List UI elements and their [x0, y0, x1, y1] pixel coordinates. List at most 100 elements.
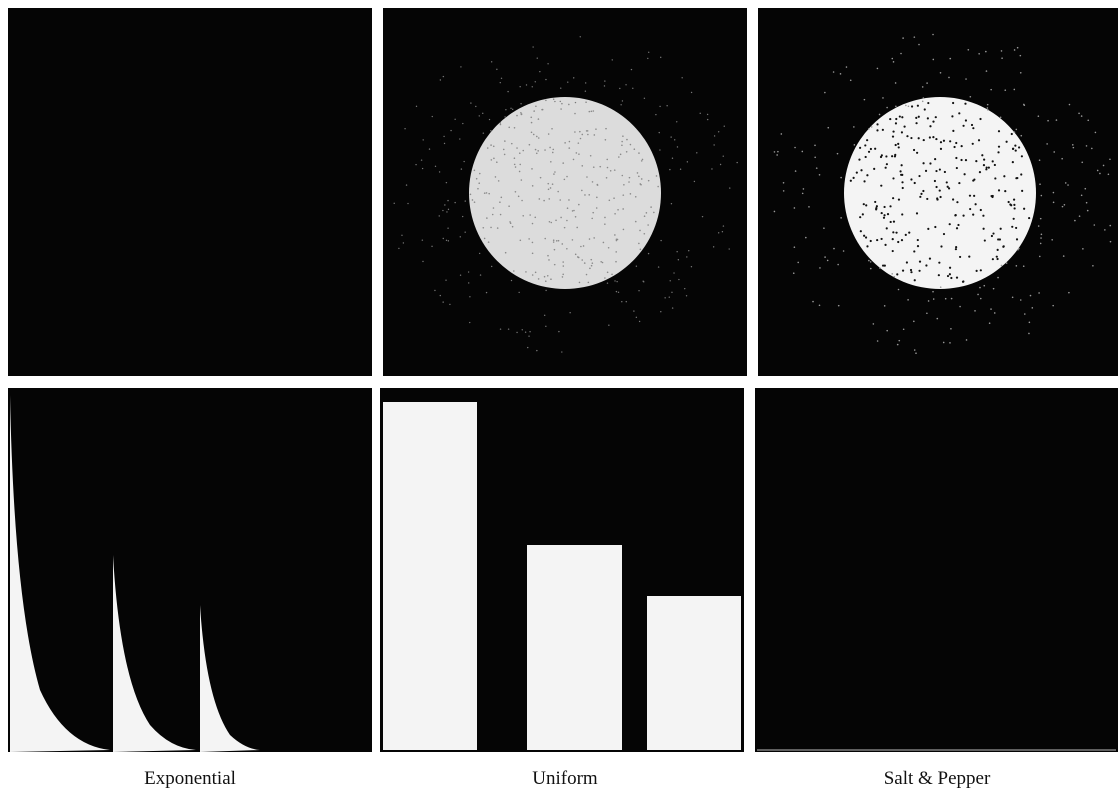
- noise-dot: [894, 153, 897, 156]
- noise-dot: [793, 246, 796, 248]
- noise-dot: [537, 278, 540, 280]
- noise-dot: [445, 239, 448, 242]
- noise-dot: [957, 223, 960, 227]
- noise-dot: [537, 118, 540, 120]
- noise-dot: [1040, 233, 1043, 236]
- noise-dot: [562, 261, 564, 263]
- noise-dot: [405, 184, 408, 186]
- noise-dot: [897, 142, 900, 146]
- noise-dot: [963, 173, 966, 176]
- noise-dot: [492, 145, 495, 148]
- noise-dot: [932, 58, 935, 61]
- noise-dot: [1084, 187, 1087, 190]
- noise-dot: [928, 136, 931, 139]
- noise-dot: [1109, 158, 1111, 161]
- noise-dot: [962, 124, 965, 127]
- noise-dot: [679, 168, 682, 170]
- noise-dot: [907, 105, 910, 108]
- noise-dot: [658, 131, 660, 134]
- noise-dot: [653, 211, 655, 214]
- noise-dot: [968, 255, 971, 258]
- noise-dot: [500, 196, 503, 199]
- noise-dot: [1092, 264, 1094, 267]
- noise-dot: [991, 258, 994, 261]
- noise-dot: [852, 176, 855, 179]
- noise-dot: [869, 261, 872, 263]
- noise-dot: [1020, 134, 1023, 137]
- noise-dot: [616, 280, 618, 283]
- noise-dot: [997, 276, 999, 279]
- noise-dot: [884, 166, 887, 169]
- noise-dot: [690, 91, 693, 94]
- noise-dot: [445, 181, 448, 184]
- noise-dot: [446, 211, 448, 213]
- noise-dot: [974, 310, 976, 312]
- noise-dot: [577, 256, 580, 259]
- noise-dot: [421, 167, 424, 170]
- noise-dot: [1040, 237, 1042, 239]
- noise-dot: [497, 180, 500, 182]
- noise-dot: [1109, 224, 1112, 227]
- noise-dot: [1013, 49, 1016, 51]
- noise-dot: [625, 84, 627, 86]
- noise-dot: [944, 297, 947, 300]
- noise-dot: [454, 201, 456, 204]
- noise-dot: [922, 97, 925, 99]
- noise-dot: [536, 57, 538, 59]
- noise-dot: [950, 276, 953, 280]
- noise-dot: [572, 158, 575, 161]
- noise-dot: [868, 128, 870, 130]
- noise-dot: [973, 194, 976, 197]
- noise-dot: [938, 189, 941, 192]
- noise-dot: [543, 314, 546, 317]
- noise-dot: [444, 204, 446, 206]
- noise-dot: [469, 296, 471, 298]
- noise-dot: [903, 125, 906, 128]
- noise-dot: [1109, 240, 1112, 243]
- noise-dot: [552, 148, 555, 151]
- noise-dot: [880, 211, 883, 215]
- noise-dot: [699, 112, 701, 115]
- noise-dot: [900, 164, 903, 167]
- noise-dot: [713, 135, 716, 137]
- noise-dot: [802, 188, 805, 190]
- noise-dot: [666, 105, 668, 107]
- noise-dot: [891, 135, 895, 138]
- noise-dot: [537, 150, 539, 152]
- noise-dot: [952, 129, 955, 132]
- noise-dot: [586, 130, 589, 132]
- noise-dot: [992, 232, 995, 235]
- noise-dot: [442, 301, 444, 303]
- noise-dot: [587, 281, 590, 284]
- noise-dot: [875, 205, 878, 208]
- noise-dot: [519, 163, 522, 166]
- noise-dot: [535, 135, 538, 138]
- noise-dot: [901, 269, 905, 272]
- noise-dot: [913, 349, 916, 351]
- noise-dot: [468, 282, 470, 284]
- noise-dot: [590, 264, 593, 267]
- noise-dot: [979, 269, 982, 272]
- noise-dot: [676, 146, 679, 148]
- noise-dot: [706, 118, 709, 121]
- noise-dot: [952, 198, 955, 201]
- noise-dot: [507, 90, 509, 93]
- noise-dot: [1102, 164, 1105, 167]
- noise-dot: [1052, 304, 1054, 307]
- noise-dot: [946, 185, 949, 188]
- noise-dot: [921, 86, 924, 88]
- noise-dot: [599, 165, 602, 168]
- noise-dot: [921, 100, 924, 103]
- noise-dot: [1078, 215, 1081, 217]
- noise-dot: [508, 126, 511, 129]
- noise-dot: [1072, 146, 1075, 149]
- noise-dot: [525, 84, 528, 86]
- noise-dot: [1087, 119, 1090, 122]
- noise-dot: [923, 108, 926, 111]
- noise-dot: [1080, 115, 1083, 117]
- noise-dot: [1085, 145, 1088, 147]
- noise-dot: [992, 287, 995, 290]
- noise-dot: [918, 43, 920, 46]
- noise-dot: [686, 161, 689, 163]
- noise-dot: [898, 339, 901, 342]
